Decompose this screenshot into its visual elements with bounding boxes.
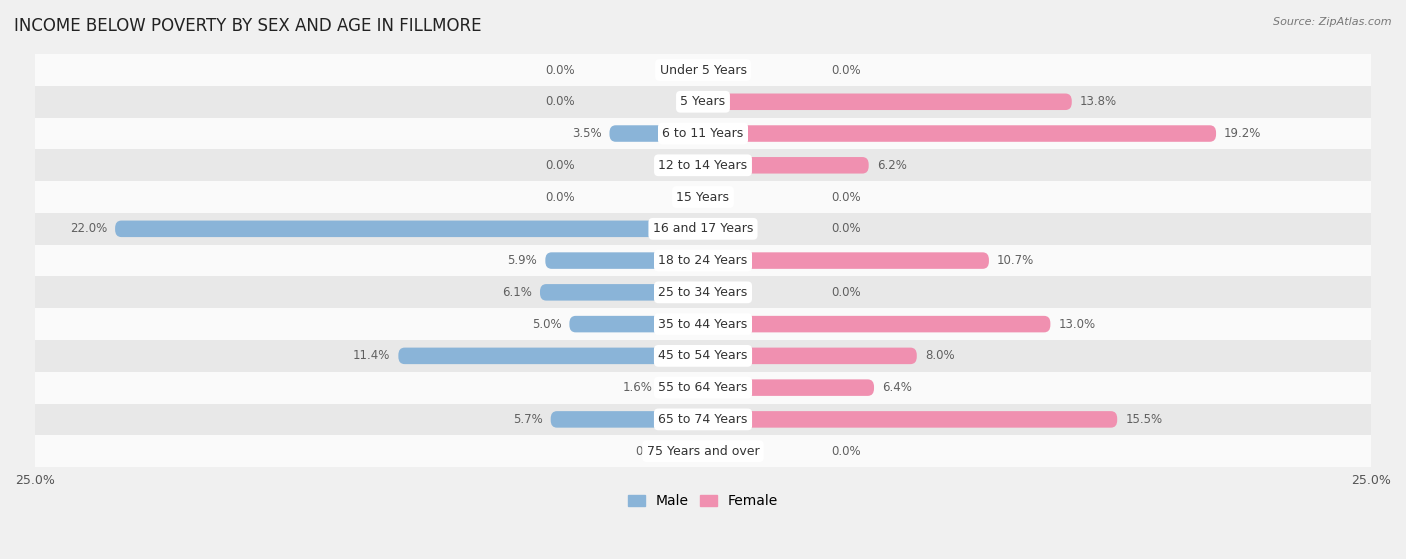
Text: 55 to 64 Years: 55 to 64 Years	[658, 381, 748, 394]
Text: 13.0%: 13.0%	[1059, 318, 1095, 330]
Text: 5 Years: 5 Years	[681, 95, 725, 108]
FancyBboxPatch shape	[35, 54, 1371, 86]
FancyBboxPatch shape	[546, 252, 703, 269]
Text: 3.5%: 3.5%	[572, 127, 602, 140]
Text: INCOME BELOW POVERTY BY SEX AND AGE IN FILLMORE: INCOME BELOW POVERTY BY SEX AND AGE IN F…	[14, 17, 482, 35]
Text: 45 to 54 Years: 45 to 54 Years	[658, 349, 748, 362]
FancyBboxPatch shape	[35, 404, 1371, 435]
FancyBboxPatch shape	[703, 411, 1118, 428]
Text: 10.7%: 10.7%	[997, 254, 1035, 267]
Text: 75 Years and over: 75 Years and over	[647, 444, 759, 458]
Text: 6.4%: 6.4%	[882, 381, 912, 394]
FancyBboxPatch shape	[703, 125, 1216, 142]
FancyBboxPatch shape	[35, 245, 1371, 277]
FancyBboxPatch shape	[35, 86, 1371, 117]
FancyBboxPatch shape	[681, 443, 703, 459]
Text: 13.8%: 13.8%	[1080, 95, 1116, 108]
Text: 8.0%: 8.0%	[925, 349, 955, 362]
FancyBboxPatch shape	[703, 316, 1050, 333]
FancyBboxPatch shape	[35, 149, 1371, 181]
Text: 5.7%: 5.7%	[513, 413, 543, 426]
FancyBboxPatch shape	[35, 277, 1371, 308]
FancyBboxPatch shape	[540, 284, 703, 301]
Text: 16 and 17 Years: 16 and 17 Years	[652, 222, 754, 235]
FancyBboxPatch shape	[703, 380, 875, 396]
FancyBboxPatch shape	[35, 340, 1371, 372]
Text: 25 to 34 Years: 25 to 34 Years	[658, 286, 748, 299]
Text: 0.0%: 0.0%	[831, 222, 860, 235]
FancyBboxPatch shape	[551, 411, 703, 428]
FancyBboxPatch shape	[35, 372, 1371, 404]
Text: 0.0%: 0.0%	[831, 191, 860, 203]
Text: 11.4%: 11.4%	[353, 349, 391, 362]
Text: Source: ZipAtlas.com: Source: ZipAtlas.com	[1274, 17, 1392, 27]
Text: 0.0%: 0.0%	[831, 286, 860, 299]
Text: 0.0%: 0.0%	[546, 159, 575, 172]
Text: 0.0%: 0.0%	[546, 191, 575, 203]
Text: 5.0%: 5.0%	[531, 318, 561, 330]
FancyBboxPatch shape	[35, 213, 1371, 245]
FancyBboxPatch shape	[115, 221, 703, 237]
Text: 15.5%: 15.5%	[1125, 413, 1163, 426]
Text: 0.86%: 0.86%	[636, 444, 672, 458]
Text: Under 5 Years: Under 5 Years	[659, 64, 747, 77]
Text: 6 to 11 Years: 6 to 11 Years	[662, 127, 744, 140]
Text: 6.2%: 6.2%	[877, 159, 907, 172]
FancyBboxPatch shape	[35, 117, 1371, 149]
Text: 5.9%: 5.9%	[508, 254, 537, 267]
Text: 22.0%: 22.0%	[70, 222, 107, 235]
FancyBboxPatch shape	[703, 348, 917, 364]
Text: 19.2%: 19.2%	[1225, 127, 1261, 140]
FancyBboxPatch shape	[661, 380, 703, 396]
FancyBboxPatch shape	[703, 93, 1071, 110]
Text: 18 to 24 Years: 18 to 24 Years	[658, 254, 748, 267]
Text: 1.6%: 1.6%	[623, 381, 652, 394]
Text: 0.0%: 0.0%	[546, 64, 575, 77]
Text: 65 to 74 Years: 65 to 74 Years	[658, 413, 748, 426]
Text: 35 to 44 Years: 35 to 44 Years	[658, 318, 748, 330]
FancyBboxPatch shape	[35, 435, 1371, 467]
Text: 0.0%: 0.0%	[546, 95, 575, 108]
Text: 6.1%: 6.1%	[502, 286, 531, 299]
FancyBboxPatch shape	[703, 157, 869, 173]
FancyBboxPatch shape	[703, 252, 988, 269]
FancyBboxPatch shape	[398, 348, 703, 364]
FancyBboxPatch shape	[35, 308, 1371, 340]
Text: 0.0%: 0.0%	[831, 64, 860, 77]
FancyBboxPatch shape	[35, 181, 1371, 213]
Legend: Male, Female: Male, Female	[623, 489, 783, 514]
Text: 0.0%: 0.0%	[831, 444, 860, 458]
FancyBboxPatch shape	[569, 316, 703, 333]
Text: 15 Years: 15 Years	[676, 191, 730, 203]
Text: 12 to 14 Years: 12 to 14 Years	[658, 159, 748, 172]
FancyBboxPatch shape	[609, 125, 703, 142]
